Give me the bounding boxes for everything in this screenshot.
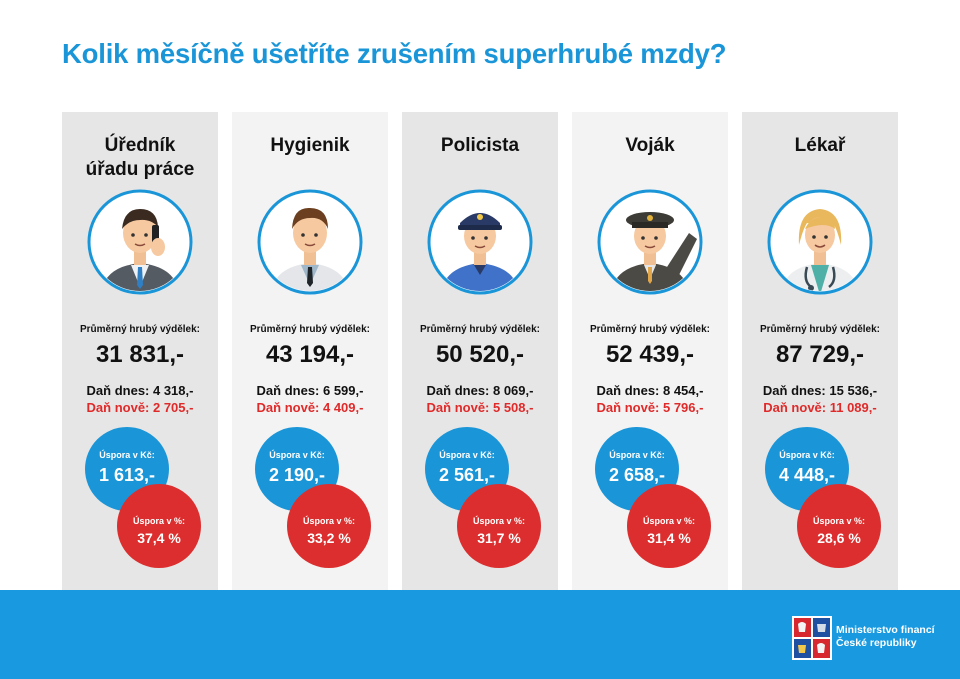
savings-czk-value: 2 190,-: [268, 465, 326, 485]
salary-label: Průměrný hrubý výdělek:: [249, 324, 371, 335]
tax-today: Daň dnes: 8 454,-: [596, 383, 704, 398]
profession-title-line: Hygienik: [270, 135, 350, 156]
ministry-name: Ministerstvo financí České republiky: [836, 624, 935, 650]
tax-new: Daň nově: 5 796,-: [596, 400, 704, 415]
savings-percent-label: Úspora v %:: [812, 516, 865, 526]
savings-percent-value: 37,4 %: [137, 530, 181, 546]
profession-title-line: Policista: [440, 135, 520, 156]
tax-today: Daň dnes: 4 318,-: [86, 383, 194, 398]
savings-czk-value: 2 561,-: [438, 465, 496, 485]
tax-new: Daň nově: 4 409,-: [256, 400, 364, 415]
profession-title-line: úřadu práce: [85, 159, 195, 180]
profession-title: Úředník úřadu práce: [62, 134, 218, 182]
salary-value: 50 520,-: [435, 341, 525, 368]
hygienist-icon: [257, 189, 363, 295]
profession-title-line: Lékař: [794, 135, 846, 156]
savings-percent-value: 31,4 %: [647, 530, 691, 546]
page-title: Kolik měsíčně ušetříte zrušením superhru…: [62, 38, 727, 69]
ministry-coat-of-arms-icon: [792, 616, 832, 660]
salary-value: 87 729,-: [775, 341, 865, 368]
savings-percent-label: Úspora v %:: [472, 516, 525, 526]
doctor-icon: [767, 189, 873, 295]
profession-card-clerk: Úředník úřadu práce Průměrný hrubý výděl…: [62, 112, 218, 590]
profession-title-line: Úředník: [104, 135, 176, 156]
savings-czk-label: Úspora v Kč:: [269, 450, 325, 460]
profession-title: Voják: [572, 134, 728, 158]
savings-percent-badge: Úspora v %: 31,4 %: [627, 484, 711, 568]
tax-today: Daň dnes: 6 599,-: [256, 383, 364, 398]
savings-percent-value: 31,7 %: [477, 530, 521, 546]
salary-label: Průměrný hrubý výdělek:: [79, 324, 201, 335]
savings-percent-label: Úspora v %:: [642, 516, 695, 526]
profession-card-police: Policista Průměrný hrubý výdělek: 50 520…: [402, 112, 558, 590]
savings-percent-value: 33,2 %: [307, 530, 351, 546]
profession-card-soldier: Voják Průměrný hrubý výdělek: 52 439,- D…: [572, 112, 728, 590]
ministry-name-line2: České republiky: [836, 637, 917, 649]
police-officer-icon: [427, 189, 533, 295]
tax-new: Daň nově: 11 089,-: [763, 400, 877, 415]
savings-percent-badge: Úspora v %: 31,7 %: [457, 484, 541, 568]
tax-new: Daň nově: 5 508,-: [426, 400, 534, 415]
profession-title-line: Voják: [625, 135, 675, 156]
tax-today: Daň dnes: 8 069,-: [426, 383, 534, 398]
savings-percent-badge: Úspora v %: 37,4 %: [117, 484, 201, 568]
salary-value: 43 194,-: [265, 341, 355, 368]
savings-percent-label: Úspora v %:: [302, 516, 355, 526]
profession-title: Policista: [402, 134, 558, 158]
salary-label: Průměrný hrubý výdělek:: [589, 324, 711, 335]
savings-percent-badge: Úspora v %: 33,2 %: [287, 484, 371, 568]
savings-czk-label: Úspora v Kč:: [779, 450, 835, 460]
savings-czk-value: 1 613,-: [98, 465, 156, 485]
salary-label: Průměrný hrubý výdělek:: [419, 324, 541, 335]
profession-card-hygienist: Hygienik Průměrný hrubý výdělek: 43 194,…: [232, 112, 388, 590]
savings-percent-label: Úspora v %:: [132, 516, 185, 526]
salary-value: 52 439,-: [605, 341, 695, 368]
savings-czk-value: 2 658,-: [608, 465, 666, 485]
profession-card-doctor: Lékař Průměrný hrubý výdělek: 87 729,- D…: [742, 112, 898, 590]
tax-today: Daň dnes: 15 536,-: [762, 383, 878, 398]
savings-czk-label: Úspora v Kč:: [99, 450, 155, 460]
savings-czk-label: Úspora v Kč:: [609, 450, 665, 460]
savings-percent-value: 28,6 %: [817, 530, 861, 546]
savings-czk-value: 4 448,-: [778, 465, 836, 485]
profession-title: Hygienik: [232, 134, 388, 158]
tax-new: Daň nově: 2 705,-: [86, 400, 194, 415]
savings-percent-badge: Úspora v %: 28,6 %: [797, 484, 881, 568]
salary-label: Průměrný hrubý výdělek:: [759, 324, 881, 335]
ministry-name-line1: Ministerstvo financí: [836, 624, 935, 636]
salary-value: 31 831,-: [95, 341, 185, 368]
soldier-saluting-icon: [597, 189, 703, 295]
ministry-logo: Ministerstvo financí České republiky: [792, 616, 935, 660]
savings-czk-label: Úspora v Kč:: [439, 450, 495, 460]
clerk-on-phone-icon: [87, 189, 193, 295]
profession-title: Lékař: [742, 134, 898, 158]
